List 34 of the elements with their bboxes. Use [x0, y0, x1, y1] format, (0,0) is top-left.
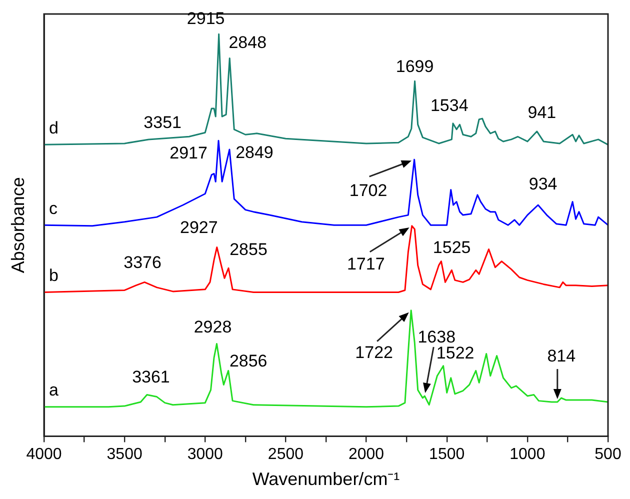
- annotation: 2915: [186, 8, 225, 28]
- annotation: 1722: [355, 343, 393, 362]
- x-tick-label: 2000: [348, 446, 384, 464]
- series-label: d: [49, 118, 58, 138]
- series-label: b: [49, 266, 58, 285]
- annotation: 2855: [230, 240, 268, 259]
- annotation: 814: [547, 346, 576, 366]
- x-tick-label: 500: [594, 446, 622, 464]
- annotation: 3351: [144, 113, 182, 132]
- annotation: 2928: [194, 317, 232, 336]
- y-axis-title: Absorbance: [8, 177, 28, 274]
- series-label: a: [49, 380, 59, 400]
- annotation: 2849: [236, 143, 274, 162]
- x-tick-label: 1000: [510, 446, 546, 464]
- x-tick-label: 3000: [187, 446, 224, 464]
- x-tick-label: 3500: [106, 446, 142, 464]
- annotation: 3361: [132, 367, 170, 386]
- x-axis-title: Wavenumber/cm⁻¹: [252, 469, 400, 490]
- annotation: 2848: [228, 32, 267, 52]
- x-tick-label: 1500: [429, 446, 465, 464]
- annotation: 2917: [170, 143, 208, 162]
- annotation: 941: [528, 103, 556, 122]
- annotation: 934: [528, 174, 558, 194]
- x-tick-label: 2500: [268, 446, 304, 464]
- series-label: c: [49, 198, 58, 218]
- annotation: 1717: [346, 254, 385, 274]
- annotation: 3376: [124, 252, 162, 272]
- annotation: 2856: [229, 351, 268, 370]
- annotation: 1534: [430, 96, 468, 116]
- x-tick-label: 4000: [26, 446, 62, 464]
- annotation: 1525: [432, 238, 471, 257]
- annotation: 2927: [180, 218, 218, 237]
- annotation: 1699: [396, 56, 434, 76]
- annotation: 1702: [349, 181, 388, 200]
